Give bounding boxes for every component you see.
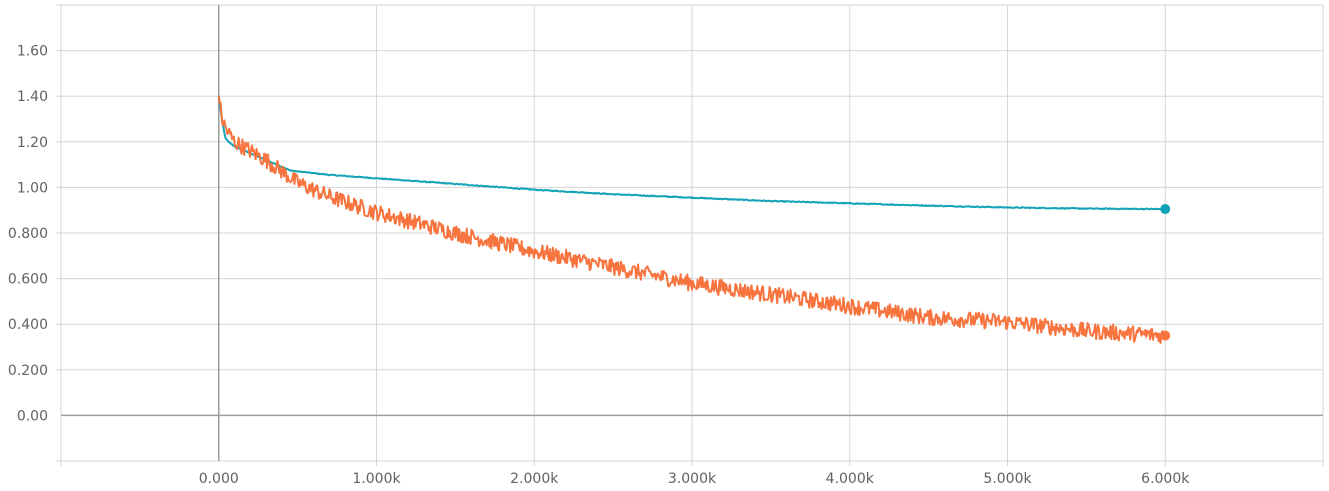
x-tick-label: 1.000k (352, 471, 401, 487)
grid (56, 4, 1324, 466)
y-tick-label: 0.00 (17, 408, 48, 424)
series-line-1 (217, 96, 1166, 211)
x-tick-label: 2.000k (510, 471, 559, 487)
tick-labels: 0.000 1.000k 2.000k 3.000k 4.000k 5.000k 6.000… (8, 44, 1190, 487)
x-tick-label: 5.000k (983, 471, 1032, 487)
y-tick-label: 0.600 (8, 272, 48, 288)
series-end-point-2 (1160, 330, 1171, 341)
y-tick-label: 0.400 (8, 317, 48, 333)
x-tick-label: 0.000 (199, 471, 239, 487)
series-end-point-1 (1160, 204, 1171, 215)
axes (61, 5, 1323, 461)
x-tick-label: 6.000k (1141, 471, 1190, 487)
series-lines (217, 96, 1171, 345)
y-tick-label: 1.40 (17, 89, 48, 105)
y-tick-label: 1.60 (17, 44, 48, 60)
y-tick-label: 0.200 (8, 363, 48, 379)
y-tick-label: 1.20 (17, 135, 48, 151)
series-line-2 (217, 96, 1166, 345)
y-tick-label: 1.00 (17, 180, 48, 196)
x-tick-label: 4.000k (826, 471, 875, 487)
y-tick-label: 0.800 (8, 226, 48, 242)
x-tick-label: 3.000k (668, 471, 717, 487)
